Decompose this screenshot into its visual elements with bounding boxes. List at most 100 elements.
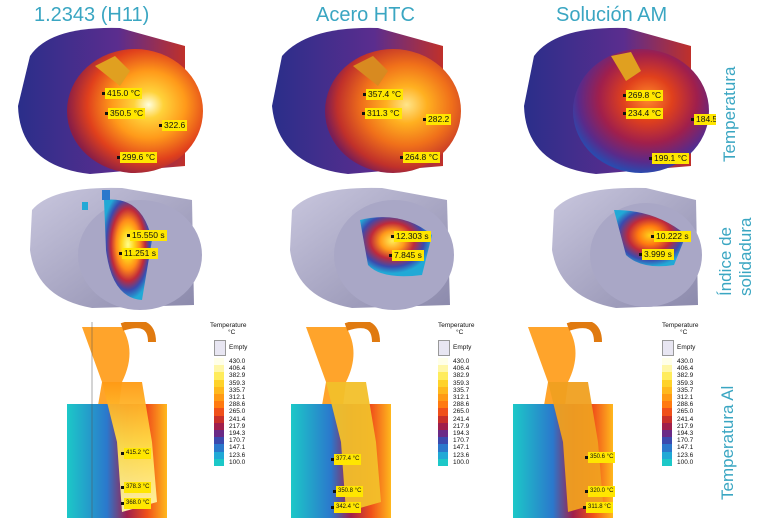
legend-swatch — [438, 408, 448, 417]
solder-label: 3.999 s — [639, 249, 674, 260]
al-panel-h11: 415.2 °C 378.3 °C 368.0 °C — [62, 322, 242, 518]
solder-panel-h11: 15.550 s 11.251 s — [22, 180, 222, 310]
legend-empty-swatch — [214, 340, 226, 356]
legend-swatch — [214, 372, 224, 381]
temp-label: 264.8 °C — [399, 152, 441, 163]
row-title-temperatura-al: Temperatura Al — [718, 385, 737, 500]
legend-empty-swatch — [662, 340, 674, 356]
legend-value: 170.7 — [453, 437, 470, 445]
legend-value: 430.0 — [229, 358, 246, 365]
legend-swatch — [662, 408, 672, 417]
legend-swatch — [662, 458, 672, 467]
legend-swatch — [214, 422, 224, 431]
legend-value: 170.7 — [229, 437, 246, 445]
al-temp-label: 342.4 °C — [330, 502, 362, 513]
legend-value: 123.6 — [677, 451, 694, 459]
legend-swatch — [438, 365, 448, 373]
temp-label: 282.2 — [422, 114, 452, 125]
legend-swatch — [214, 408, 224, 417]
legend-value: 312.1 — [453, 394, 470, 401]
legend-value: 335.7 — [229, 386, 246, 394]
legend-swatch — [214, 451, 224, 460]
al-temp-label: 311.8 °C — [583, 502, 613, 513]
legend-swatch — [662, 422, 672, 431]
legend-unit: °C — [228, 329, 236, 336]
legend-value: 406.4 — [677, 365, 694, 373]
legend-value: 147.1 — [677, 444, 694, 452]
al-panel-solucion-am: 350.6 °C 320.0 °C 311.8 °C — [508, 322, 688, 518]
legend-value: 312.1 — [229, 394, 246, 401]
legend-value: 430.0 — [453, 358, 470, 365]
legend-swatch — [214, 430, 224, 438]
al-temp-label: 320.0 °C — [584, 486, 616, 497]
legend-value: 265.0 — [677, 408, 694, 416]
al-temp-label: 377.4 °C — [330, 454, 362, 465]
legend-value: 123.6 — [453, 451, 470, 459]
legend-swatch — [214, 379, 224, 388]
temp-label: 415.0 °C — [101, 88, 143, 99]
solder-label: 15.550 s — [127, 230, 167, 241]
legend-value: 194.3 — [453, 430, 470, 437]
legend-swatch — [214, 458, 224, 467]
temp-label: 184.5 — [690, 114, 716, 125]
temp-label: 350.5 °C — [104, 108, 146, 119]
legend-swatch — [662, 415, 672, 424]
legend-value: 359.3 — [677, 379, 694, 387]
legend-value: 170.7 — [677, 437, 694, 445]
al-temp-label: 378.3 °C — [120, 482, 152, 493]
al-casting-image — [67, 322, 167, 518]
legend-value: 430.0 — [677, 358, 694, 365]
legend-swatch — [438, 437, 448, 445]
legend-empty-label: Empty — [453, 344, 472, 351]
legend-swatch — [662, 379, 672, 388]
legend-swatch — [438, 372, 448, 381]
legend-swatch — [438, 358, 448, 366]
temp-label: 199.1 °C — [648, 153, 690, 164]
legend-value: 100.0 — [229, 458, 246, 466]
temp-panel-solucion-am: 269.8 °C 234.4 °C 184.5 199.1 °C — [516, 26, 716, 176]
temp-label: 234.4 °C — [622, 108, 664, 119]
legend-swatch — [438, 444, 448, 453]
temp-die-image — [18, 27, 203, 174]
solder-label: 12.303 s — [391, 231, 431, 242]
column-title-solucion-am: Solución AM — [556, 4, 668, 26]
solder-label: 7.845 s — [389, 250, 424, 261]
temp-label: 357.4 °C — [362, 89, 404, 100]
solder-label: 11.251 s — [119, 248, 158, 259]
legend-swatch — [214, 437, 224, 445]
legend-value: 194.3 — [229, 430, 246, 437]
al-temp-label: 350.6 °C — [584, 452, 616, 463]
legend-swatch — [214, 386, 224, 395]
legend-value: 241.4 — [453, 415, 470, 423]
legend-unit: °C — [680, 329, 688, 336]
legend-value: 265.0 — [229, 408, 246, 416]
legend-swatch — [214, 444, 224, 453]
solder-die-image — [290, 187, 454, 310]
legend-swatch — [438, 379, 448, 388]
legend-swatch — [214, 358, 224, 366]
legend-title: Temperature — [210, 322, 247, 329]
legend-title: Temperature — [438, 322, 475, 329]
legend-value: 100.0 — [453, 458, 470, 466]
legend-value: 382.9 — [453, 372, 470, 380]
legend-value: 382.9 — [229, 372, 246, 380]
legend-swatch — [438, 394, 448, 402]
solder-die-image — [552, 187, 702, 308]
legend-value: 288.6 — [453, 401, 470, 409]
legend-swatch — [438, 415, 448, 424]
al-temp-label: 350.8 °C — [332, 486, 364, 497]
solder-die-image — [30, 187, 202, 310]
legend-value: 241.4 — [677, 415, 694, 423]
legend-value: 217.9 — [677, 422, 694, 430]
legend-empty-label: Empty — [229, 344, 248, 351]
legend-swatch — [438, 401, 448, 409]
legend-swatch — [662, 451, 672, 460]
legend-value: 335.7 — [453, 386, 470, 394]
legend-value: 194.3 — [677, 430, 694, 437]
legend-swatch — [662, 444, 672, 453]
legend-value: 147.1 — [229, 444, 246, 452]
legend-value: 312.1 — [677, 394, 694, 401]
temp-panel-acero-htc: 357.4 °C 311.3 °C 282.2 264.8 °C — [268, 26, 468, 176]
legend-swatch — [438, 386, 448, 395]
temp-label: 322.6 — [158, 120, 188, 131]
